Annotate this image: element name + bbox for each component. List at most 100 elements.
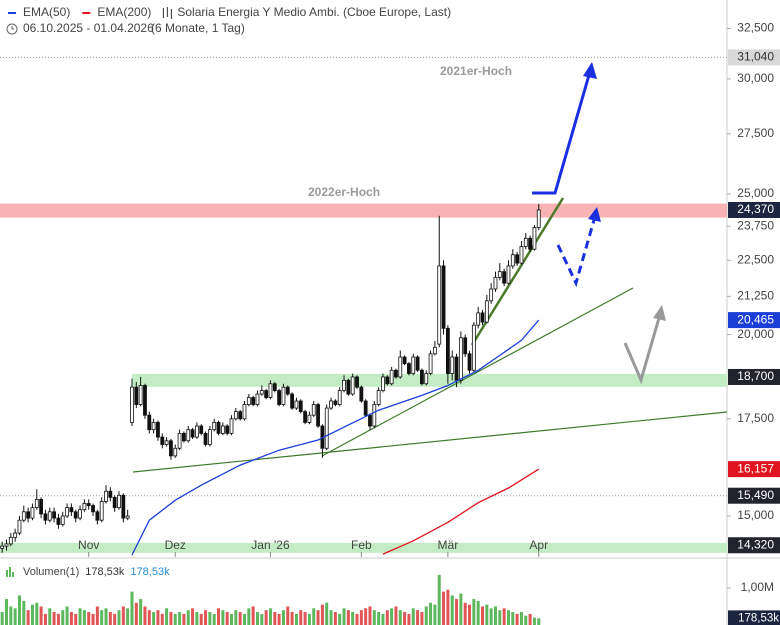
candle-body <box>233 411 238 420</box>
volume-bar <box>394 606 398 625</box>
candle-body <box>398 356 403 378</box>
volume-bar <box>355 613 359 625</box>
volume-bar <box>385 610 389 625</box>
candle-body <box>156 421 160 438</box>
volume-bar <box>299 610 303 625</box>
volume-bar <box>17 595 21 625</box>
volume-bar <box>69 612 73 625</box>
candle-body <box>255 393 260 405</box>
y-tick-label: 32,500 <box>737 21 774 35</box>
volume-bar <box>312 608 316 625</box>
y-tick-label: 30,000 <box>737 71 774 85</box>
candle-body <box>355 376 359 388</box>
volume-bar <box>281 610 285 625</box>
volume-bar <box>511 612 515 625</box>
candle-body <box>471 324 476 371</box>
candle-body <box>86 503 91 506</box>
candle-body <box>190 429 195 438</box>
price-label: 31,040 <box>737 50 774 64</box>
volume-bar <box>134 602 138 625</box>
volume-last-label: 178,53k <box>738 612 779 624</box>
candle-body <box>65 507 69 517</box>
arrow <box>623 317 661 385</box>
candle-body <box>186 429 191 442</box>
candle-body <box>104 490 108 502</box>
candle-body <box>30 507 35 519</box>
volume-bar <box>537 618 541 625</box>
price-label: 14,320 <box>737 537 774 551</box>
candle-body <box>0 545 5 549</box>
candle-body <box>272 383 277 391</box>
volume-bar <box>22 600 26 625</box>
candle-body <box>316 404 320 427</box>
candle-body <box>242 404 247 420</box>
candle-body <box>108 490 113 498</box>
arrow <box>556 219 596 288</box>
volume-bar <box>74 613 78 625</box>
candle-body <box>138 385 143 405</box>
volume-bar <box>320 604 324 625</box>
volume-bar <box>91 613 95 625</box>
volume-bar <box>342 608 346 625</box>
volume-bar <box>143 606 147 625</box>
candle-body <box>307 414 312 423</box>
price-label: 16,157 <box>737 461 774 475</box>
annotation: 2022er-Hoch <box>308 185 380 199</box>
y-tick-label: 25,000 <box>737 186 774 200</box>
volume-bar <box>82 610 86 625</box>
volume-name: Volumen(1) <box>23 566 79 578</box>
candle-body <box>368 414 372 427</box>
candle-body <box>476 312 481 326</box>
candle-body <box>528 237 533 250</box>
volume-bar <box>13 608 17 625</box>
volume-bar <box>442 591 446 625</box>
volume-bar <box>351 612 355 625</box>
volume-bar <box>95 606 99 625</box>
zone <box>0 542 727 553</box>
candle-body <box>216 421 221 434</box>
candle-body <box>125 515 130 519</box>
y-tick-label: 20,000 <box>737 327 774 341</box>
candle-body <box>342 379 346 391</box>
candle-body <box>43 513 48 521</box>
candle-body <box>225 425 230 434</box>
candle-body <box>39 498 44 515</box>
candle-body <box>207 429 212 445</box>
candle-body <box>285 386 290 395</box>
ema-line <box>382 468 540 555</box>
volume-value: 178,53k <box>85 566 125 578</box>
candle-body <box>324 407 329 449</box>
volume-bar <box>0 612 4 625</box>
candle-body <box>277 390 282 405</box>
volume-bar <box>377 612 381 625</box>
candle-body <box>493 276 498 290</box>
volume-bar <box>364 608 368 625</box>
candle-body <box>281 386 286 405</box>
candle-body <box>411 356 416 375</box>
candle-body <box>454 356 459 381</box>
candle-body <box>143 385 147 416</box>
volume-bar <box>303 612 307 625</box>
candle-body <box>238 411 243 420</box>
candle-body <box>268 383 273 398</box>
candle-body <box>389 369 394 385</box>
volume-bar <box>290 612 294 625</box>
volume-bar <box>78 608 82 625</box>
candle-body <box>381 376 385 391</box>
volume-bar <box>519 612 523 625</box>
price-label: 18,700 <box>737 369 774 383</box>
candle-body <box>169 440 173 457</box>
y-tick-label: 22,500 <box>737 252 774 266</box>
candle-body <box>52 511 56 519</box>
volume-bar <box>234 610 238 625</box>
volume-bar <box>446 589 450 625</box>
volume-bar <box>489 608 493 625</box>
legend-candle-icon <box>162 7 172 19</box>
candle-body <box>294 400 299 409</box>
volume-bar <box>468 604 472 625</box>
price-label-box <box>728 537 780 554</box>
candle-body <box>489 288 494 302</box>
